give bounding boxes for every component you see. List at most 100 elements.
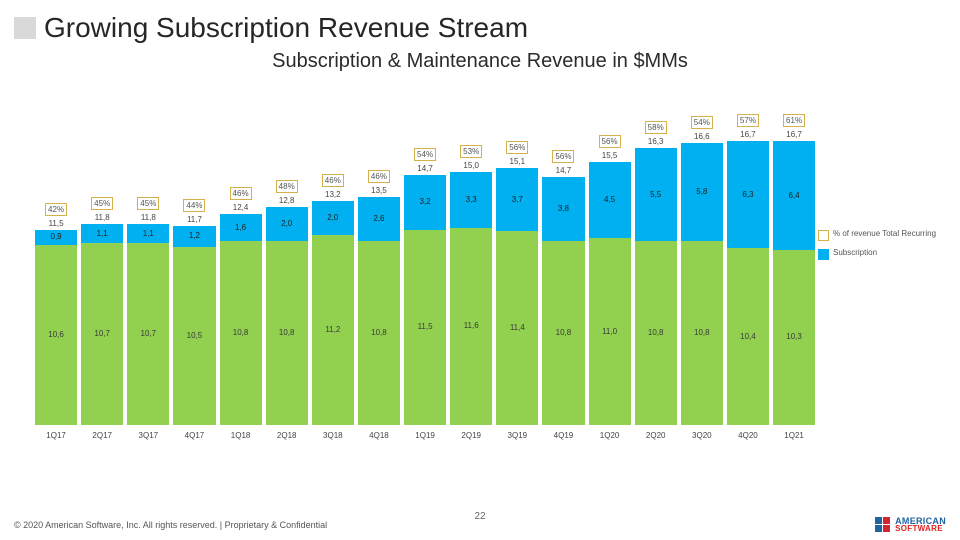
subscription-segment: 3,7 (496, 168, 538, 231)
subscription-segment: 5,8 (681, 143, 723, 242)
bar-column: 45%11,810,71,13Q17 (127, 197, 169, 440)
chart-bars-area: 42%11,510,60,91Q1745%11,810,71,12Q1745%1… (35, 110, 815, 440)
x-axis-label: 1Q19 (415, 431, 435, 440)
bar-column: 44%11,710,51,24Q17 (173, 199, 215, 440)
x-axis-label: 4Q18 (369, 431, 389, 440)
company-logo: AMERICAN SOFTWARE (875, 517, 946, 532)
pct-label: 46% (230, 187, 252, 200)
subscription-segment: 6,4 (773, 141, 815, 250)
bar-stack: 10,46,3 (727, 141, 769, 425)
maintenance-segment: 11,4 (496, 231, 538, 425)
total-label: 15,5 (602, 151, 618, 160)
maintenance-segment: 10,6 (35, 245, 77, 425)
bar-column: 56% 15,5 11,04,5 1Q20 (589, 135, 631, 441)
maintenance-segment: 11,6 (450, 228, 492, 425)
legend-pct-swatch (818, 230, 829, 241)
pct-label: 56% (599, 135, 621, 148)
bar-stack: 10,82,0 (266, 207, 308, 425)
pct-label: 56% (506, 141, 528, 154)
bar-column: 54%16,610,85,83Q20 (681, 116, 723, 440)
maintenance-segment: 10,8 (266, 241, 308, 425)
bar-column: 53%15,011,63,32Q19 (450, 145, 492, 440)
x-axis-label: 3Q18 (323, 431, 343, 440)
maintenance-segment: 10,8 (358, 241, 400, 425)
bar-stack: 11,43,7 (496, 168, 538, 425)
maintenance-segment: 10,8 (635, 241, 677, 425)
maintenance-segment: 10,7 (81, 243, 123, 425)
slide-title-row: Growing Subscription Revenue Stream (14, 12, 960, 44)
pct-label: 44% (183, 199, 205, 212)
subscription-segment: 3,2 (404, 175, 446, 229)
maintenance-segment: 10,8 (542, 241, 584, 425)
subscription-segment: 1,1 (127, 224, 169, 243)
total-label: 16,3 (648, 137, 664, 146)
x-axis-label: 1Q18 (231, 431, 251, 440)
x-axis-label: 2Q18 (277, 431, 297, 440)
bar-column: 61%16,710,36,41Q21 (773, 114, 815, 440)
legend-sub-row: Subscription (818, 249, 938, 260)
legend-sub-swatch (818, 249, 829, 260)
total-label: 14,7 (556, 166, 572, 175)
legend-pct-row: % of revenue Total Recurring (818, 230, 938, 241)
total-label: 11,8 (141, 213, 156, 222)
bar-stack: 10,81,6 (220, 214, 262, 425)
bar-column: 56%14,710,83,84Q19 (542, 150, 584, 440)
pct-label: 48% (276, 180, 298, 193)
subscription-segment: 1,1 (81, 224, 123, 243)
subscription-segment: 1,6 (220, 214, 262, 241)
logo-mark-icon (875, 517, 890, 532)
maintenance-segment: 10,5 (173, 247, 215, 426)
x-axis-label: 4Q20 (738, 431, 758, 440)
subscription-segment: 2,0 (312, 201, 354, 235)
logo-text: AMERICAN SOFTWARE (895, 517, 946, 532)
pct-label: 53% (460, 145, 482, 158)
chart-subtitle: Subscription & Maintenance Revenue in $M… (0, 50, 960, 73)
subscription-segment: 1,2 (173, 226, 215, 246)
maintenance-segment: 11,5 (404, 230, 446, 426)
total-label: 12,8 (279, 196, 295, 205)
x-axis-label: 2Q19 (461, 431, 481, 440)
total-label: 15,1 (510, 157, 526, 166)
bar-column: 54%14,711,53,21Q19 (404, 148, 446, 440)
maintenance-segment: 10,3 (773, 250, 815, 425)
subscription-segment: 4,5 (589, 162, 631, 239)
bar-stack: 10,60,9 (35, 230, 77, 425)
bar-column: 56% 15,1 11,43,7 3Q19 (496, 141, 538, 440)
title-accent-box (14, 17, 36, 39)
x-axis-label: 1Q21 (784, 431, 804, 440)
chart-legend: % of revenue Total Recurring Subscriptio… (818, 230, 938, 268)
pct-label: 58% (645, 121, 667, 134)
pct-label: 46% (368, 170, 390, 183)
x-axis-label: 3Q20 (692, 431, 712, 440)
total-label: 16,7 (740, 130, 756, 139)
bar-stack: 10,51,2 (173, 226, 215, 425)
total-label: 11,8 (95, 213, 110, 222)
pct-label: 56% (552, 150, 574, 163)
maintenance-segment: 10,8 (681, 241, 723, 425)
total-label: 14,7 (417, 164, 433, 173)
x-axis-label: 3Q17 (139, 431, 159, 440)
x-axis-label: 2Q17 (92, 431, 112, 440)
x-axis-label: 3Q19 (508, 431, 528, 440)
bar-column: 45%11,810,71,12Q17 (81, 197, 123, 440)
x-axis-label: 1Q20 (600, 431, 620, 440)
bar-stack: 11,63,3 (450, 172, 492, 425)
total-label: 16,7 (786, 130, 802, 139)
total-label: 12,4 (233, 203, 249, 212)
maintenance-segment: 11,2 (312, 235, 354, 425)
subscription-segment: 6,3 (727, 141, 769, 248)
legend-pct-label: % of revenue Total Recurring (833, 230, 936, 239)
bar-stack: 10,71,1 (81, 224, 123, 425)
bar-column: 57%16,710,46,34Q20 (727, 114, 769, 440)
subscription-segment: 2,6 (358, 197, 400, 241)
x-axis-label: 4Q17 (185, 431, 205, 440)
bar-stack: 10,85,5 (635, 148, 677, 425)
subscription-segment: 3,3 (450, 172, 492, 228)
total-label: 13,2 (325, 190, 341, 199)
bar-stack: 11,04,5 (589, 162, 631, 426)
legend-sub-label: Subscription (833, 249, 877, 258)
subscription-segment: 5,5 (635, 148, 677, 242)
x-axis-label: 2Q20 (646, 431, 666, 440)
total-label: 11,5 (49, 219, 64, 228)
bar-column: 46% 12,4 10,81,6 1Q18 (220, 187, 262, 440)
